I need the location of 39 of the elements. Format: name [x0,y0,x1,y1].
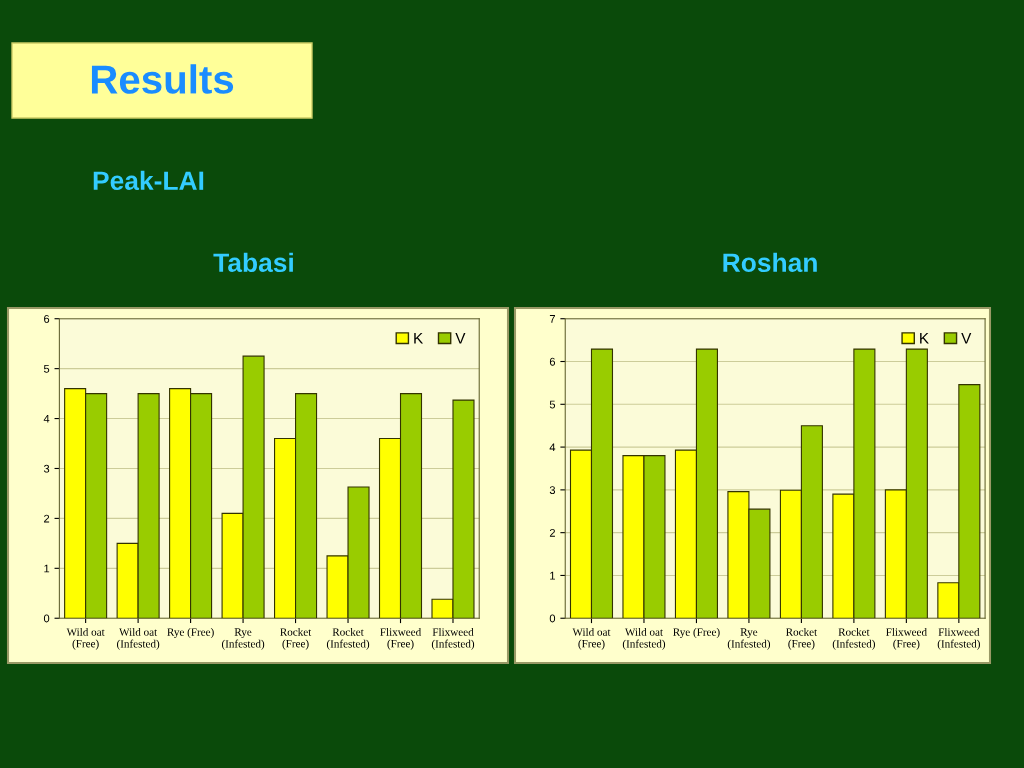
y-tick-label: 0 [43,614,50,623]
x-tick-label: Flixweed (Free) [886,627,927,650]
y-tick-label: 6 [44,314,50,323]
y-tick-label: 1 [44,564,50,573]
y-tick-label: 2 [44,514,50,523]
x-tick-label: Wild oat (Infested) [117,627,160,650]
chart-title: Roshan [723,252,817,273]
x-tick-label: Rye (Free) [167,627,214,639]
y-tick-label: 1 [550,571,555,580]
legend-label: K [920,333,929,344]
y-tick-label: 2 [549,528,555,537]
text: Peak-LAI [93,170,204,191]
x-tick-label: Rye (Infested) [221,628,265,650]
y-tick-label: 3 [549,486,556,495]
y-tick-label: 5 [43,365,50,373]
x-tick-label: Rye (Infested) [727,628,771,650]
x-tick-label: Wild oat (Infested) [622,627,666,650]
y-tick-label: 6 [549,357,556,366]
legend-label: V [455,333,466,344]
x-tick-label: Wild oat (Free) [572,627,611,650]
text: Results [91,64,234,94]
x-tick-label: Wild oat (Free) [66,627,105,650]
x-tick-label: Flixweed (Infested) [937,627,980,650]
x-tick-label: Rocket (Free) [280,627,312,650]
x-tick-label: Rocket (Free) [785,627,818,650]
x-tick-label: Rye (Free) [673,627,720,639]
x-tick-label: Flixweed (Free) [380,627,422,650]
legend-label: V [961,333,972,344]
x-tick-label: Flixweed (Infested) [431,627,475,650]
chart-title: Tabasi [213,252,293,273]
y-tick-label: 3 [43,464,50,473]
legend-label: K [414,333,424,344]
y-tick-label: 0 [549,614,556,623]
y-tick-label: 4 [43,414,50,423]
x-tick-label: Rocket (Infested) [326,627,370,650]
y-tick-label: 7 [549,315,555,323]
y-tick-label: 5 [549,400,556,409]
y-tick-label: 4 [549,443,556,452]
x-tick-label: Rocket (Infested) [832,627,875,650]
